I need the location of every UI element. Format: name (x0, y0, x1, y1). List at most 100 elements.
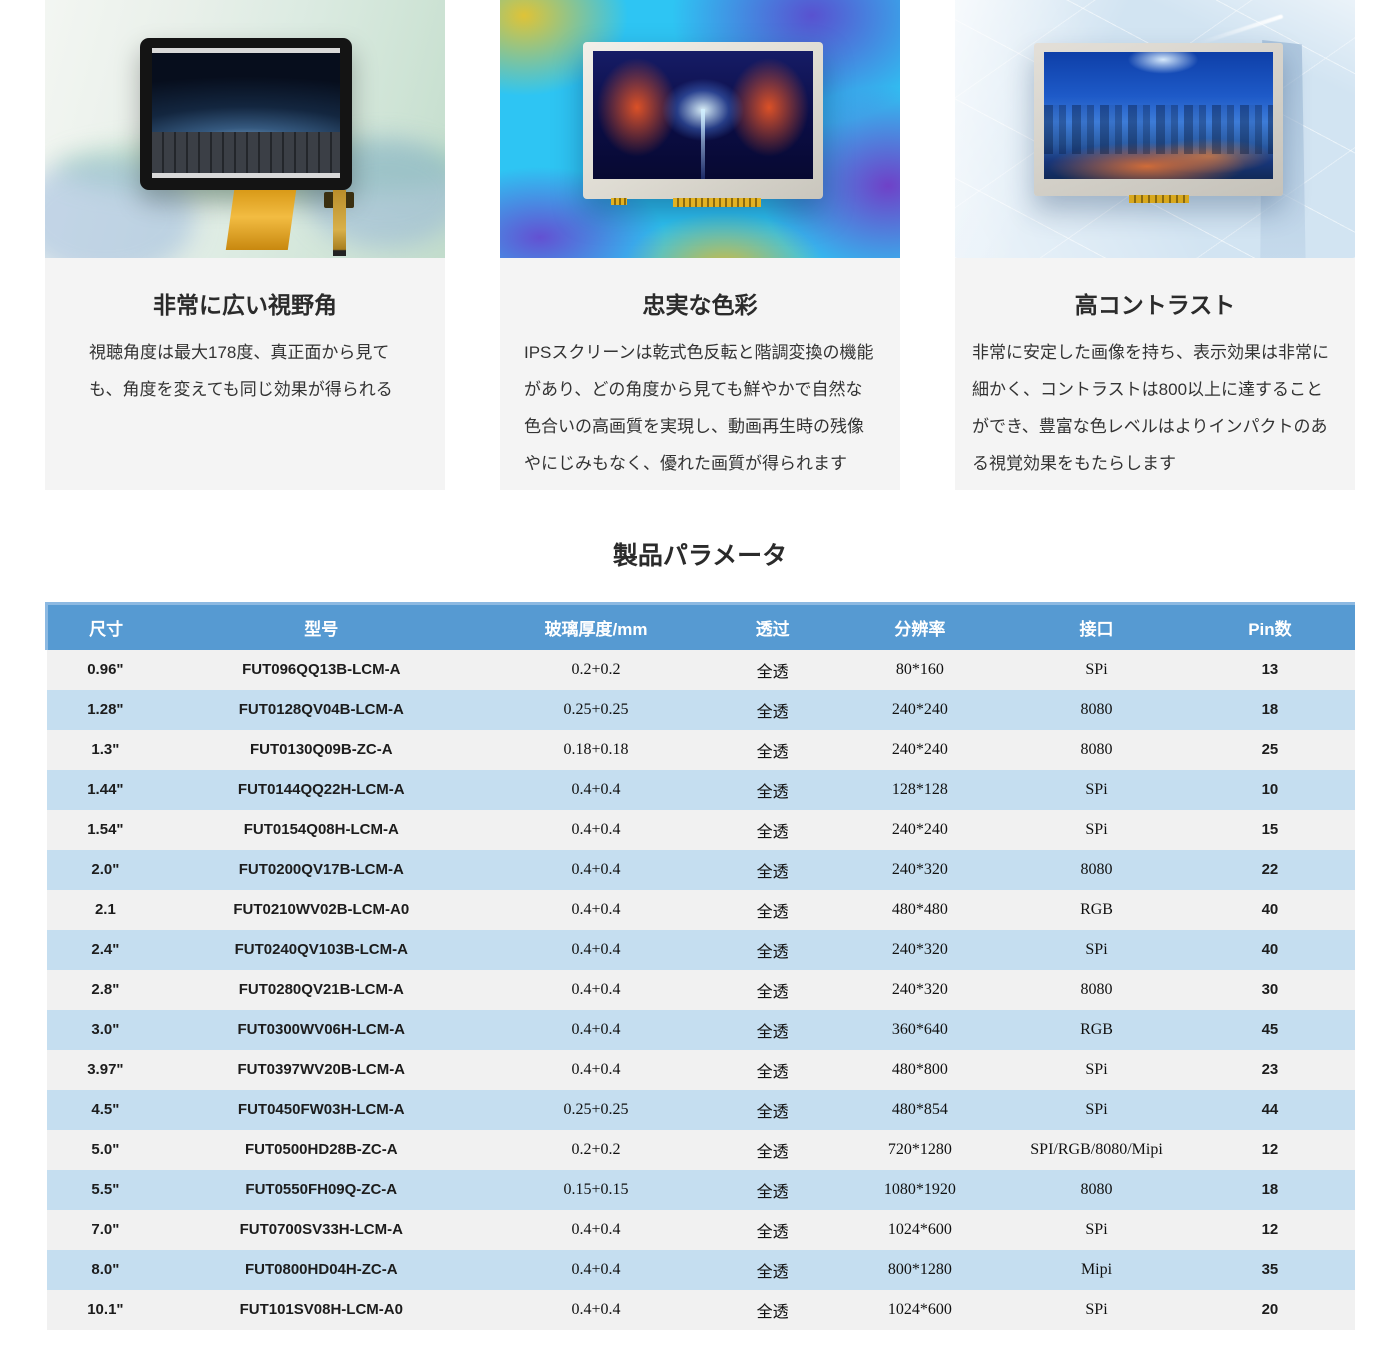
table-cell: FUT0200QV17B-LCM-A (164, 849, 479, 890)
table-cell: FUT096QQ13B-LCM-A (164, 649, 479, 690)
table-cell: 240*240 (831, 689, 1009, 730)
screen-menubar (152, 48, 340, 53)
table-cell: 44 (1184, 1089, 1355, 1130)
card-title: 忠実な色彩 (642, 292, 758, 318)
table-cell: 全透 (713, 1289, 832, 1330)
table-cell: 20 (1184, 1289, 1355, 1330)
table-row: 2.4" FUT0240QV103B-LCM-A 0.4+0.4 全透 240*320 S… (46, 929, 1355, 970)
table-cell: 8080 (1008, 969, 1185, 1010)
table-row: 3.97" FUT0397WV20B-LCM-A 0.4+0.4 全透 480*800 S… (46, 1049, 1355, 1090)
table-cell: 2.4" (46, 929, 165, 970)
table-row: 8.0" FUT0800HD04H-ZC-A 0.4+0.4 全透 800*1280 Mi… (46, 1249, 1355, 1290)
gold-connector-pins (673, 198, 761, 207)
column-header-pins: Pin数 (1184, 602, 1355, 650)
lcd-panel (1034, 43, 1283, 203)
table-cell: 1.3" (46, 729, 165, 770)
table-row: 4.5" FUT0450FW03H-LCM-A 0.25+0.25 全透 480*854… (46, 1089, 1355, 1130)
table-cell: 0.4+0.4 (478, 1249, 714, 1290)
table-cell: SPi (1008, 929, 1185, 970)
feature-cards: 非常に広い視野角 視聴角度は最大178度、真正面から見ても、角度を変えても同じ効… (0, 0, 1400, 490)
product-photo-neon-tunnel-panel (500, 0, 900, 258)
table-cell: 720*1280 (831, 1129, 1009, 1170)
table-cell: 0.25+0.25 (478, 689, 714, 730)
table-cell: 80*160 (831, 649, 1009, 690)
onscreen-keyboard (152, 132, 340, 173)
table-cell: 0.4+0.4 (478, 1289, 714, 1330)
flex-cable-wide (225, 190, 297, 250)
table-row: 3.0" FUT0300WV06H-LCM-A 0.4+0.4 全透 360*640 RG… (46, 1009, 1355, 1050)
table-cell: 13 (1184, 649, 1355, 690)
table-cell: 25 (1184, 729, 1355, 770)
table-cell: SPi (1008, 1089, 1185, 1130)
table-cell: 40 (1184, 889, 1355, 930)
table-cell: 全透 (713, 1049, 832, 1090)
table-cell: 全透 (713, 969, 832, 1010)
table-cell: 0.4+0.4 (478, 1049, 714, 1090)
table-cell: 全透 (713, 889, 832, 930)
table-cell: RGB (1008, 889, 1185, 930)
table-cell: SPi (1008, 809, 1185, 850)
table-row: 10.1" FUT101SV08H-LCM-A0 0.4+0.4 全透 1024*600… (46, 1289, 1355, 1330)
table-cell: 480*800 (831, 1049, 1009, 1090)
table-cell: FUT0240QV103B-LCM-A (164, 929, 479, 970)
table-cell: 0.4+0.4 (478, 929, 714, 970)
table-row: 1.54" FUT0154Q08H-LCM-A 0.4+0.4 全透 240*240 SP… (46, 809, 1355, 850)
table-cell: 全透 (713, 769, 832, 810)
table-cell: 18 (1184, 1169, 1355, 1210)
table-row: 1.44" FUT0144QQ22H-LCM-A 0.4+0.4 全透 128*128 S… (46, 769, 1355, 810)
table-cell: 全透 (713, 809, 832, 850)
table-cell: FUT0128QV04B-LCM-A (164, 689, 479, 730)
table-cell: 3.97" (46, 1049, 165, 1090)
table-cell: 0.4+0.4 (478, 969, 714, 1010)
product-photo-city-panel (955, 0, 1355, 258)
flex-cable-narrow (333, 190, 346, 256)
table-cell: 2.8" (46, 969, 165, 1010)
table-cell: FUT0550FH09Q-ZC-A (164, 1169, 479, 1210)
table-cell: 240*320 (831, 969, 1009, 1010)
table-cell: 240*320 (831, 849, 1009, 890)
lcd-screen (152, 48, 340, 178)
table-cell: 0.4+0.4 (478, 1209, 714, 1250)
table-cell: RGB (1008, 1009, 1185, 1050)
table-row: 2.1 FUT0210WV02B-LCM-A0 0.4+0.4 全透 480*480 RG… (46, 889, 1355, 930)
table-cell: 1.28" (46, 689, 165, 730)
table-cell: FUT0300WV06H-LCM-A (164, 1009, 479, 1050)
lcd-screen (1044, 52, 1273, 179)
table-cell: FUT0210WV02B-LCM-A0 (164, 889, 479, 930)
table-row: 5.5" FUT0550FH09Q-ZC-A 0.15+0.15 全透 1080*192… (46, 1169, 1355, 1210)
table-cell: 22 (1184, 849, 1355, 890)
table-cell: 4.5" (46, 1089, 165, 1130)
table-cell: 0.4+0.4 (478, 889, 714, 930)
table-cell: 0.15+0.15 (478, 1169, 714, 1210)
table-cell: SPi (1008, 1289, 1185, 1330)
table-cell: 0.4+0.4 (478, 849, 714, 890)
table-cell: 480*854 (831, 1089, 1009, 1130)
lcd-panel (140, 38, 352, 190)
table-cell: 128*128 (831, 769, 1009, 810)
table-cell: FUT0280QV21B-LCM-A (164, 969, 479, 1010)
table-cell: 2.1 (46, 889, 165, 930)
card-title: 高コントラスト (1074, 292, 1236, 318)
table-cell: FUT0397WV20B-LCM-A (164, 1049, 479, 1090)
table-cell: 2.0" (46, 849, 165, 890)
table-cell: FUT0500HD28B-ZC-A (164, 1129, 479, 1170)
feature-card-viewing-angle: 非常に広い視野角 視聴角度は最大178度、真正面から見ても、角度を変えても同じ効… (45, 0, 445, 490)
table-cell: 240*240 (831, 729, 1009, 770)
table-cell: 15 (1184, 809, 1355, 850)
table-cell: 23 (1184, 1049, 1355, 1090)
table-cell: 全透 (713, 649, 832, 690)
table-cell: FUT0450FW03H-LCM-A (164, 1089, 479, 1130)
table-row: 2.0" FUT0200QV17B-LCM-A 0.4+0.4 全透 240*320 80… (46, 849, 1355, 890)
gold-connector-pins (1129, 195, 1189, 203)
table-cell: FUT0144QQ22H-LCM-A (164, 769, 479, 810)
table-cell: 全透 (713, 849, 832, 890)
table-cell: SPi (1008, 769, 1185, 810)
table-cell: 全透 (713, 1169, 832, 1210)
card-description: 非常に安定した画像を持ち、表示効果は非常に細かく、コントラストは800以上に達す… (972, 343, 1329, 473)
table-cell: 12 (1184, 1209, 1355, 1250)
screen-city-buildings (1044, 105, 1273, 154)
table-cell: 1.54" (46, 809, 165, 850)
table-cell: 800*1280 (831, 1249, 1009, 1290)
table-cell: SPi (1008, 1049, 1185, 1090)
table-cell: FUT0130Q09B-ZC-A (164, 729, 479, 770)
